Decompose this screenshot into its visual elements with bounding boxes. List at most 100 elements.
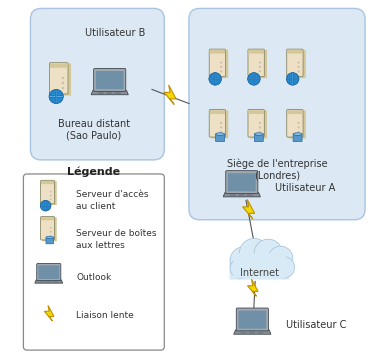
Text: Bureau distant
(Sao Paulo): Bureau distant (Sao Paulo) — [58, 119, 130, 141]
Circle shape — [268, 246, 293, 271]
FancyBboxPatch shape — [250, 50, 267, 78]
Circle shape — [62, 77, 64, 79]
Circle shape — [62, 87, 64, 89]
FancyBboxPatch shape — [210, 50, 225, 54]
FancyBboxPatch shape — [233, 253, 286, 278]
Polygon shape — [164, 85, 176, 104]
Ellipse shape — [216, 133, 225, 136]
Text: Serveur d'accès
au client: Serveur d'accès au client — [76, 190, 149, 211]
Circle shape — [259, 122, 261, 124]
Circle shape — [220, 66, 222, 68]
Circle shape — [230, 258, 250, 278]
Circle shape — [62, 82, 64, 84]
Circle shape — [298, 122, 299, 124]
Text: Internet: Internet — [240, 268, 279, 278]
FancyBboxPatch shape — [49, 63, 68, 94]
Text: Siège de l'entreprise
(Londres): Siège de l'entreprise (Londres) — [227, 158, 327, 180]
Text: Outlook: Outlook — [76, 273, 111, 282]
Text: Liaison lente: Liaison lente — [76, 311, 134, 320]
Circle shape — [298, 61, 299, 64]
FancyBboxPatch shape — [230, 194, 236, 196]
FancyBboxPatch shape — [254, 134, 263, 142]
FancyBboxPatch shape — [236, 308, 269, 331]
FancyBboxPatch shape — [45, 200, 46, 211]
Circle shape — [287, 73, 299, 85]
Circle shape — [49, 89, 63, 104]
FancyBboxPatch shape — [250, 110, 267, 138]
FancyBboxPatch shape — [50, 64, 67, 68]
Circle shape — [259, 70, 261, 72]
FancyBboxPatch shape — [287, 50, 303, 54]
FancyBboxPatch shape — [53, 281, 57, 283]
Polygon shape — [243, 200, 255, 219]
FancyBboxPatch shape — [258, 332, 263, 333]
FancyBboxPatch shape — [46, 237, 54, 244]
FancyBboxPatch shape — [40, 281, 44, 283]
Circle shape — [220, 70, 222, 72]
Text: Utilisateur B: Utilisateur B — [85, 28, 145, 38]
FancyBboxPatch shape — [241, 332, 247, 333]
Circle shape — [254, 239, 282, 267]
FancyBboxPatch shape — [248, 49, 264, 77]
Circle shape — [259, 61, 261, 64]
FancyBboxPatch shape — [38, 266, 59, 279]
Circle shape — [40, 200, 51, 211]
FancyBboxPatch shape — [287, 110, 303, 137]
FancyBboxPatch shape — [211, 110, 228, 138]
Circle shape — [220, 61, 222, 64]
FancyBboxPatch shape — [24, 174, 164, 350]
FancyBboxPatch shape — [41, 181, 54, 184]
FancyBboxPatch shape — [289, 50, 306, 78]
Circle shape — [50, 191, 52, 193]
FancyBboxPatch shape — [209, 110, 225, 137]
FancyBboxPatch shape — [248, 78, 260, 80]
Circle shape — [298, 131, 299, 133]
FancyBboxPatch shape — [189, 9, 365, 220]
FancyBboxPatch shape — [56, 89, 57, 104]
FancyBboxPatch shape — [40, 180, 54, 204]
FancyBboxPatch shape — [229, 258, 289, 280]
Circle shape — [230, 247, 257, 274]
FancyBboxPatch shape — [209, 49, 225, 77]
FancyBboxPatch shape — [249, 110, 264, 114]
Polygon shape — [91, 91, 128, 95]
FancyBboxPatch shape — [287, 49, 303, 77]
Circle shape — [274, 257, 295, 278]
FancyBboxPatch shape — [249, 332, 255, 333]
Circle shape — [259, 126, 261, 129]
Circle shape — [259, 66, 261, 68]
FancyBboxPatch shape — [211, 50, 228, 78]
Circle shape — [298, 126, 299, 129]
Circle shape — [240, 239, 269, 268]
Circle shape — [50, 198, 52, 200]
Text: Utilisateur C: Utilisateur C — [286, 320, 346, 330]
FancyBboxPatch shape — [41, 217, 54, 220]
FancyBboxPatch shape — [292, 73, 293, 85]
FancyBboxPatch shape — [293, 134, 302, 142]
Ellipse shape — [254, 133, 263, 136]
FancyBboxPatch shape — [226, 171, 258, 193]
FancyBboxPatch shape — [37, 263, 61, 281]
FancyBboxPatch shape — [289, 110, 306, 138]
FancyBboxPatch shape — [96, 71, 123, 89]
FancyBboxPatch shape — [46, 281, 51, 283]
FancyBboxPatch shape — [115, 92, 121, 94]
Text: Légende: Légende — [67, 167, 120, 178]
Ellipse shape — [46, 236, 54, 239]
Circle shape — [50, 195, 52, 196]
FancyBboxPatch shape — [42, 181, 57, 205]
Text: Serveur de boîtes
aux lettres: Serveur de boîtes aux lettres — [76, 229, 157, 250]
Text: Utilisateur A: Utilisateur A — [275, 183, 336, 193]
FancyBboxPatch shape — [210, 110, 225, 114]
FancyBboxPatch shape — [106, 92, 112, 94]
FancyBboxPatch shape — [49, 96, 63, 97]
FancyBboxPatch shape — [94, 69, 126, 91]
Polygon shape — [35, 280, 63, 283]
Circle shape — [220, 126, 222, 129]
FancyBboxPatch shape — [214, 73, 216, 85]
Circle shape — [50, 227, 52, 229]
Polygon shape — [223, 193, 260, 197]
FancyBboxPatch shape — [228, 173, 256, 191]
FancyBboxPatch shape — [238, 194, 244, 196]
FancyBboxPatch shape — [98, 92, 104, 94]
